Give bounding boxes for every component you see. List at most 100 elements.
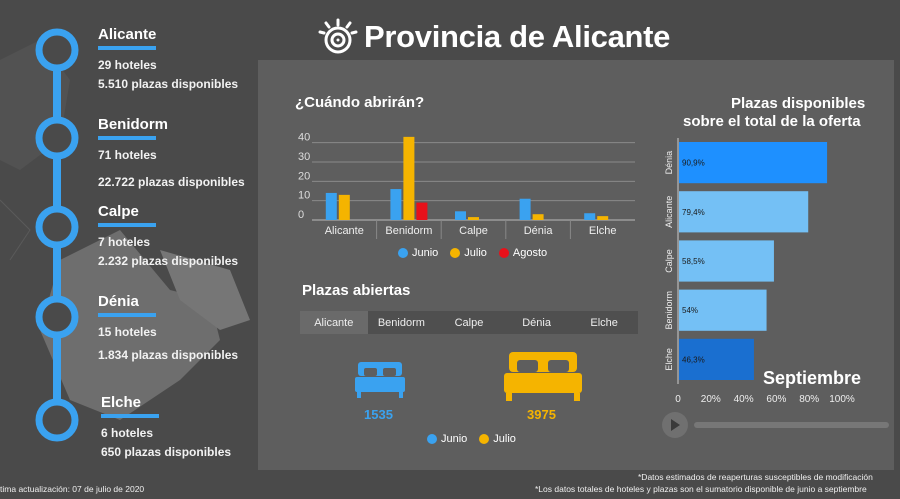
city-underline [98,313,156,317]
tab-alicante[interactable]: Alicante [300,311,368,334]
city-plazas: 2.232 plazas disponibles [98,254,239,268]
bed-icon-julio [504,352,582,401]
timeline-node-denia [35,295,79,339]
legend-swatch [450,248,461,258]
city-hotels: 71 hoteles [98,148,157,162]
x-tick-label: Dénia [524,225,554,237]
y-tick-label: 10 [298,190,310,202]
bar-value-label: 46,3% [682,355,705,364]
city-benidorm: Benidorm 71 hoteles 22.722 plazas dispon… [98,116,245,192]
bar-junio [584,213,596,220]
chart-title-cuando: ¿Cuándo abrirán? [295,94,425,111]
bar-junio [455,211,466,220]
city-underline [98,223,156,227]
city-underline [101,414,159,418]
x-tick-label: Benidorm [385,225,432,237]
bar-julio [338,194,350,220]
city-plazas: 22.722 plazas disponibles [98,175,245,189]
x-tick-label: Calpe [459,225,488,237]
city-plazas: 1.834 plazas disponibles [98,348,239,362]
x-tick-label: Elche [589,225,617,237]
y-tick-label: 40 [298,132,310,144]
bar-value-label: 90,9% [682,159,705,168]
category-label: Benidorm [664,291,674,330]
city-plazas: 5.510 plazas disponibles [98,77,239,91]
availability-bar-chart: 90,9% Dénia 79,4% Alicante 58,5% Calpe 54% Beni… [664,138,855,405]
y-tick-label: 30 [298,151,310,163]
footnote-2: *Los datos totales de hoteles y plazas s… [535,484,867,494]
category-label: Dénia [664,151,674,175]
last-update: Última actualización: 07 de julio de 202… [0,484,145,494]
timeline-node-benidorm [35,116,79,160]
tab-calpe[interactable]: Calpe [454,316,484,329]
bar-julio [468,217,479,220]
city-name: Dénia [98,293,139,310]
city-denia: Dénia 15 hoteles 1.834 plazas disponible… [98,293,238,365]
tab-elche[interactable]: Elche [590,316,618,329]
bar [679,191,809,233]
legend-label: Julio [464,247,487,259]
bar-value-label: 79,4% [682,208,705,217]
plazas-junio-value: 1535 [364,407,393,422]
legend-junio: Junio [427,433,467,445]
city-name: Calpe [98,203,139,220]
city-hotels: 15 hoteles [98,325,157,339]
city-underline [98,136,156,140]
y-tick-label: 20 [298,170,310,182]
city-hotels: 7 hoteles [98,235,151,249]
city-hotels: 29 hoteles [98,58,157,72]
chart2-title-line2: sobre el total de la oferta [683,113,861,130]
bar [679,289,767,331]
city-name: Benidorm [98,116,169,133]
city-underline [98,46,156,50]
x-tick-label: 80% [799,394,819,405]
city-plazas: 650 plazas disponibles [101,445,232,459]
opening-bar-chart: 0 10 20 30 40 Alicante Benidorm Calpe Dénia Elche [298,132,635,239]
timeline-node-elche [35,398,79,442]
chart1-legend: Junio Julio Agosto [398,247,547,259]
x-tick-label: 20% [701,394,721,405]
legend-agosto: Agosto [498,247,548,259]
plazas-abiertas-title: Plazas abiertas [302,282,411,299]
bar-julio [597,216,609,220]
play-icon [671,419,680,431]
bar-value-label: 54% [682,306,698,315]
bar [679,338,754,380]
chart2-title-line1: Plazas disponibles [731,95,866,112]
legend-label: Agosto [512,247,548,259]
bar-junio [390,189,402,220]
bar-value-label: 58,5% [682,257,705,266]
city-alicante: Alicante 29 hoteles 5.510 plazas disponi… [98,26,238,94]
legend-swatch [427,434,437,444]
y-tick-label: 0 [298,209,304,221]
x-tick-label: 100% [829,394,855,405]
x-tick-label: Alicante [325,225,364,237]
plazas-legend: Junio Julio [427,433,516,445]
tab-benidorm[interactable]: Benidorm [377,316,425,329]
legend-junio: Junio [398,247,438,259]
bar [679,240,774,282]
legend-swatch [398,248,408,258]
timeline-node-calpe [35,205,79,249]
x-tick-label: 0 [675,394,681,405]
city-name: Elche [101,394,142,411]
time-slider-track[interactable] [694,422,889,428]
bar-junio [519,198,531,220]
page-title: Provincia de Alicante [364,19,671,54]
x-tick-label: 60% [766,394,786,405]
category-label: Elche [664,348,674,371]
footnote-1: *Datos estimados de reaperturas suscepti… [638,472,873,482]
bar-julio [532,214,544,220]
month-overlay-label: Septiembre [763,368,862,388]
legend-label: Julio [493,433,516,445]
category-label: Alicante [664,196,674,228]
x-tick-label: 40% [734,394,754,405]
legend-label: Junio [412,247,439,259]
bed-icon-junio [355,362,405,398]
bar-junio [325,192,337,220]
legend-julio: Julio [450,247,487,259]
tab-denia[interactable]: Dénia [522,316,551,329]
play-button[interactable] [662,412,688,438]
city-tabs: Alicante Benidorm Calpe Dénia Elche [300,311,638,334]
city-elche: Elche 6 hoteles 650 plazas disponibles [101,394,231,462]
